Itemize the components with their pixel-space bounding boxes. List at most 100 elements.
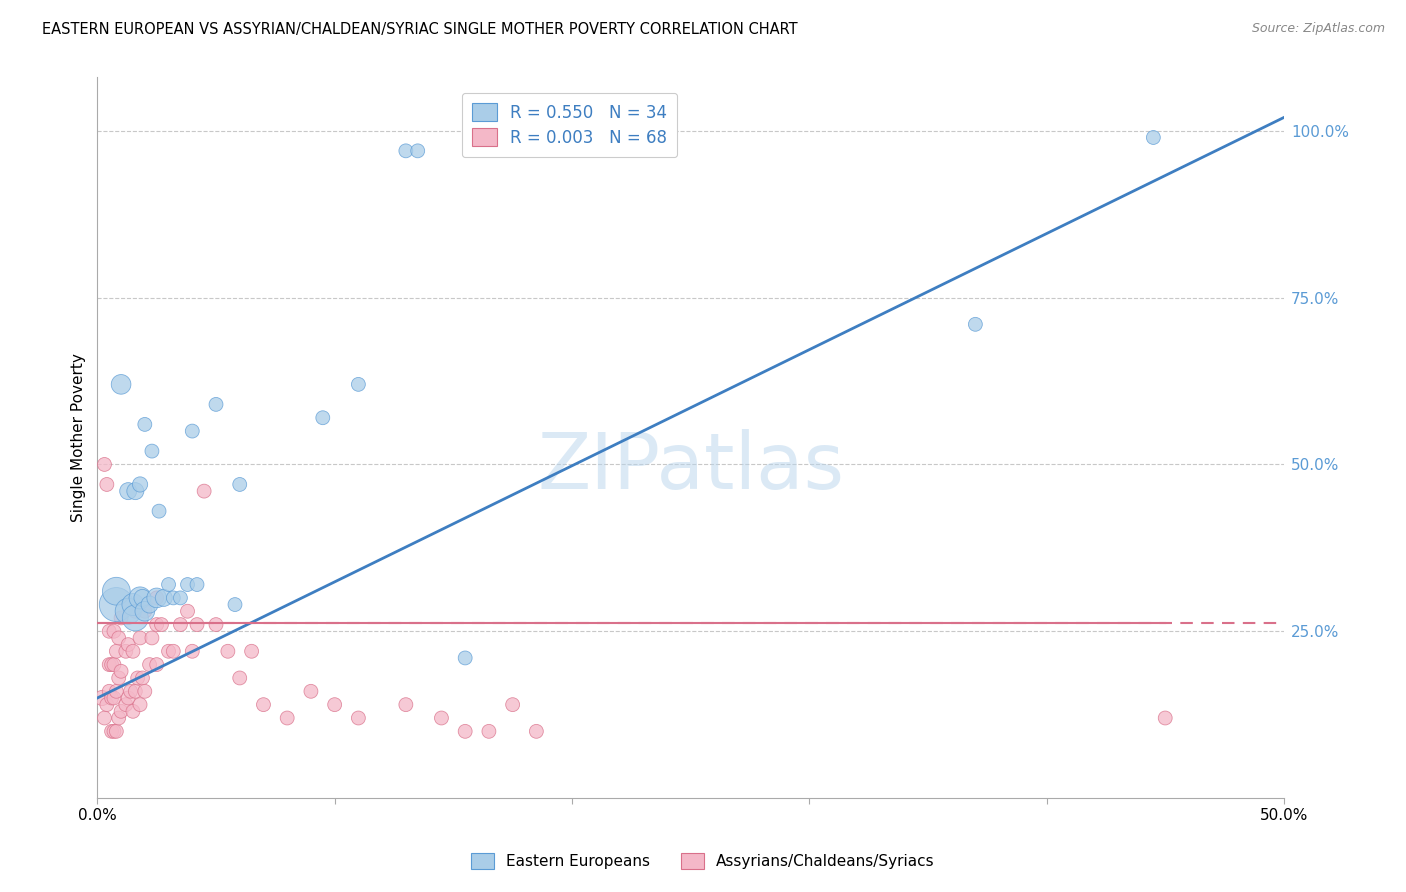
- Point: [122, 598, 145, 612]
- Point: [162, 591, 184, 605]
- Point: [162, 644, 184, 658]
- Point: [157, 644, 180, 658]
- Point: [145, 617, 167, 632]
- Point: [131, 591, 153, 605]
- Point: [205, 617, 228, 632]
- Point: [105, 644, 128, 658]
- Point: [224, 598, 246, 612]
- Point: [138, 598, 160, 612]
- Point: [347, 711, 370, 725]
- Point: [107, 711, 129, 725]
- Point: [181, 424, 204, 438]
- Point: [110, 704, 132, 718]
- Point: [105, 724, 128, 739]
- Point: [312, 410, 335, 425]
- Point: [138, 657, 160, 672]
- Point: [134, 417, 156, 432]
- Point: [129, 591, 152, 605]
- Point: [276, 711, 298, 725]
- Point: [100, 657, 122, 672]
- Point: [98, 624, 121, 639]
- Point: [1142, 130, 1164, 145]
- Point: [134, 604, 156, 618]
- Point: [169, 591, 191, 605]
- Text: ZIPatlas: ZIPatlas: [537, 428, 844, 505]
- Point: [502, 698, 524, 712]
- Point: [105, 584, 128, 599]
- Point: [193, 484, 215, 499]
- Point: [103, 657, 125, 672]
- Point: [110, 665, 132, 679]
- Point: [124, 604, 146, 618]
- Point: [217, 644, 239, 658]
- Point: [395, 144, 418, 158]
- Point: [105, 684, 128, 698]
- Point: [176, 604, 198, 618]
- Point: [347, 377, 370, 392]
- Point: [169, 617, 191, 632]
- Point: [103, 690, 125, 705]
- Point: [96, 477, 118, 491]
- Point: [103, 724, 125, 739]
- Point: [181, 644, 204, 658]
- Text: EASTERN EUROPEAN VS ASSYRIAN/CHALDEAN/SYRIAC SINGLE MOTHER POVERTY CORRELATION C: EASTERN EUROPEAN VS ASSYRIAN/CHALDEAN/SY…: [42, 22, 797, 37]
- Point: [98, 684, 121, 698]
- Point: [131, 671, 153, 685]
- Point: [186, 577, 208, 591]
- Point: [122, 644, 145, 658]
- Point: [176, 577, 198, 591]
- Point: [117, 690, 139, 705]
- Point: [107, 631, 129, 645]
- Point: [107, 671, 129, 685]
- Point: [395, 698, 418, 712]
- Point: [124, 484, 146, 499]
- Point: [299, 684, 322, 698]
- Point: [93, 458, 115, 472]
- Point: [1154, 711, 1177, 725]
- Point: [93, 711, 115, 725]
- Point: [122, 704, 145, 718]
- Point: [152, 591, 174, 605]
- Y-axis label: Single Mother Poverty: Single Mother Poverty: [72, 353, 86, 522]
- Legend: Eastern Europeans, Assyrians/Chaldeans/Syriacs: Eastern Europeans, Assyrians/Chaldeans/S…: [465, 847, 941, 875]
- Point: [145, 591, 167, 605]
- Point: [157, 577, 180, 591]
- Point: [114, 698, 136, 712]
- Point: [117, 484, 139, 499]
- Point: [129, 477, 152, 491]
- Point: [110, 611, 132, 625]
- Point: [240, 644, 263, 658]
- Point: [134, 684, 156, 698]
- Text: Source: ZipAtlas.com: Source: ZipAtlas.com: [1251, 22, 1385, 36]
- Point: [114, 644, 136, 658]
- Point: [100, 724, 122, 739]
- Point: [430, 711, 453, 725]
- Point: [98, 657, 121, 672]
- Point: [454, 724, 477, 739]
- Point: [323, 698, 346, 712]
- Point: [100, 690, 122, 705]
- Point: [141, 444, 163, 458]
- Point: [117, 638, 139, 652]
- Point: [129, 698, 152, 712]
- Point: [110, 377, 132, 392]
- Point: [252, 698, 274, 712]
- Point: [965, 318, 987, 332]
- Point: [145, 657, 167, 672]
- Point: [186, 617, 208, 632]
- Point: [124, 611, 146, 625]
- Point: [105, 598, 128, 612]
- Point: [120, 684, 142, 698]
- Point: [103, 624, 125, 639]
- Point: [229, 671, 252, 685]
- Point: [205, 397, 228, 411]
- Point: [229, 477, 252, 491]
- Point: [141, 631, 163, 645]
- Point: [478, 724, 501, 739]
- Point: [129, 631, 152, 645]
- Point: [406, 144, 429, 158]
- Point: [134, 604, 156, 618]
- Point: [148, 504, 170, 518]
- Point: [454, 651, 477, 665]
- Point: [91, 690, 114, 705]
